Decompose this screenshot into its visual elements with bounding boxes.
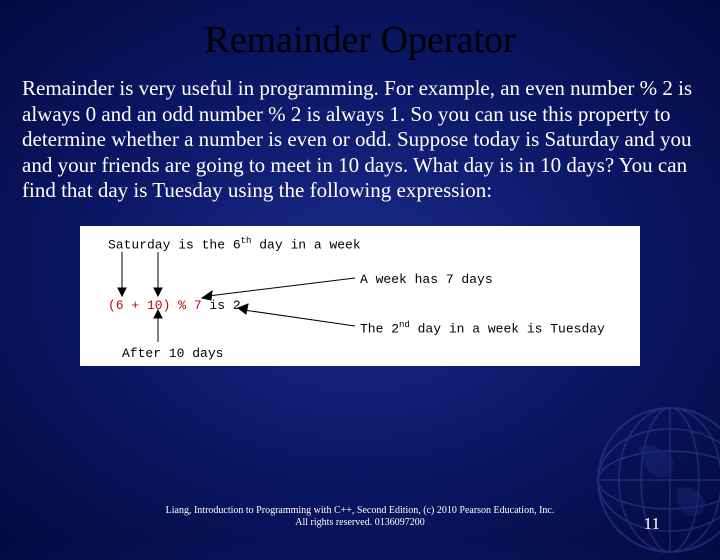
footer-line2: All rights reserved. 0136097200	[295, 517, 424, 528]
page-number: 11	[644, 514, 660, 534]
footer-line1: Liang, Introduction to Programming with …	[166, 505, 555, 516]
diagram-box: Saturday is the 6th day in a week A week…	[80, 226, 640, 366]
slide-container: Remainder Operator Remainder is very use…	[0, 0, 720, 540]
globe-decoration	[590, 400, 720, 560]
slide-body: Remainder is very useful in programming.…	[22, 76, 698, 204]
footer: Liang, Introduction to Programming with …	[0, 505, 720, 530]
footer-text: Liang, Introduction to Programming with …	[120, 505, 600, 529]
slide-title: Remainder Operator	[22, 18, 698, 62]
diagram-arrows	[80, 226, 640, 366]
